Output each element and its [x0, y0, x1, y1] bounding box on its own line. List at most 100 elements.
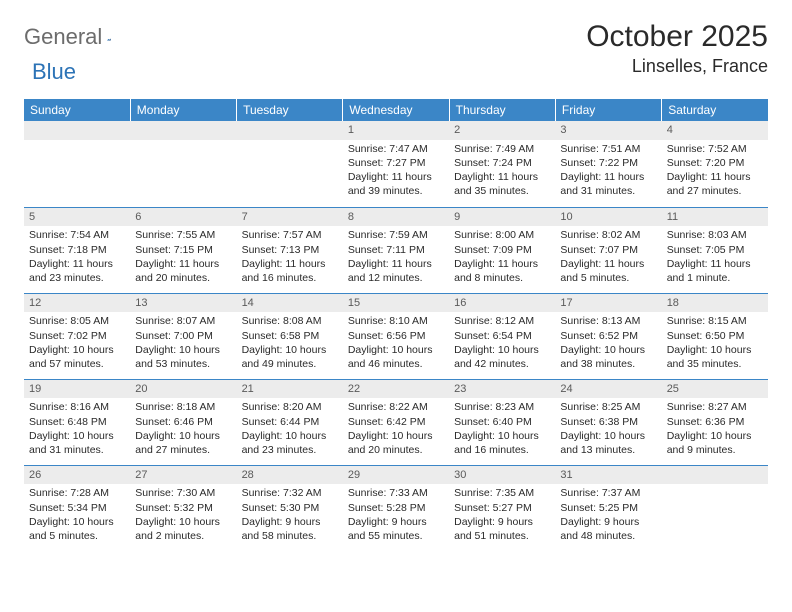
- day-info: Sunrise: 7:33 AMSunset: 5:28 PMDaylight:…: [343, 486, 449, 546]
- daylight-text: Daylight: 10 hours and 49 minutes.: [242, 343, 338, 371]
- sunset-text: Sunset: 7:02 PM: [29, 329, 125, 343]
- calendar-cell: 6Sunrise: 7:55 AMSunset: 7:15 PMDaylight…: [130, 207, 236, 293]
- dayhead-wed: Wednesday: [343, 99, 449, 121]
- dayhead-fri: Friday: [555, 99, 661, 121]
- sunset-text: Sunset: 7:07 PM: [560, 243, 656, 257]
- day-number: 7: [237, 208, 343, 227]
- daylight-text: Daylight: 10 hours and 23 minutes.: [242, 429, 338, 457]
- calendar-cell: 21Sunrise: 8:20 AMSunset: 6:44 PMDayligh…: [237, 379, 343, 465]
- sunset-text: Sunset: 5:28 PM: [348, 501, 444, 515]
- daylight-text: Daylight: 10 hours and 42 minutes.: [454, 343, 550, 371]
- daylight-text: Daylight: 11 hours and 35 minutes.: [454, 170, 550, 198]
- calendar-body: ...1Sunrise: 7:47 AMSunset: 7:27 PMDayli…: [24, 121, 768, 551]
- daylight-text: Daylight: 10 hours and 35 minutes.: [667, 343, 763, 371]
- day-number: 15: [343, 294, 449, 313]
- daylight-text: Daylight: 11 hours and 39 minutes.: [348, 170, 444, 198]
- sunset-text: Sunset: 7:09 PM: [454, 243, 550, 257]
- daylight-text: Daylight: 10 hours and 16 minutes.: [454, 429, 550, 457]
- sunset-text: Sunset: 7:11 PM: [348, 243, 444, 257]
- sunset-text: Sunset: 7:13 PM: [242, 243, 338, 257]
- calendar-row: ...1Sunrise: 7:47 AMSunset: 7:27 PMDayli…: [24, 121, 768, 207]
- daylight-text: Daylight: 10 hours and 27 minutes.: [135, 429, 231, 457]
- daylight-text: Daylight: 11 hours and 5 minutes.: [560, 257, 656, 285]
- day-number: 11: [662, 208, 768, 227]
- calendar-cell: .: [24, 121, 130, 207]
- sunset-text: Sunset: 6:56 PM: [348, 329, 444, 343]
- calendar-cell: 14Sunrise: 8:08 AMSunset: 6:58 PMDayligh…: [237, 293, 343, 379]
- day-number: 4: [662, 121, 768, 140]
- daylight-text: Daylight: 11 hours and 27 minutes.: [667, 170, 763, 198]
- day-number: 27: [130, 466, 236, 485]
- day-number: 5: [24, 208, 130, 227]
- day-info: Sunrise: 7:30 AMSunset: 5:32 PMDaylight:…: [130, 486, 236, 546]
- sunrise-text: Sunrise: 7:33 AM: [348, 486, 444, 500]
- daylight-text: Daylight: 9 hours and 51 minutes.: [454, 515, 550, 543]
- daylight-text: Daylight: 9 hours and 55 minutes.: [348, 515, 444, 543]
- sunrise-text: Sunrise: 8:08 AM: [242, 314, 338, 328]
- title-location: Linselles, France: [586, 56, 768, 77]
- day-info: Sunrise: 8:13 AMSunset: 6:52 PMDaylight:…: [555, 314, 661, 374]
- day-number: 21: [237, 380, 343, 399]
- sunset-text: Sunset: 6:44 PM: [242, 415, 338, 429]
- sunset-text: Sunset: 7:22 PM: [560, 156, 656, 170]
- day-number: 10: [555, 208, 661, 227]
- sunrise-text: Sunrise: 7:51 AM: [560, 142, 656, 156]
- daylight-text: Daylight: 11 hours and 31 minutes.: [560, 170, 656, 198]
- sunset-text: Sunset: 7:00 PM: [135, 329, 231, 343]
- daylight-text: Daylight: 10 hours and 5 minutes.: [29, 515, 125, 543]
- sunrise-text: Sunrise: 8:23 AM: [454, 400, 550, 414]
- sunrise-text: Sunrise: 7:59 AM: [348, 228, 444, 242]
- dayhead-sat: Saturday: [662, 99, 768, 121]
- daylight-text: Daylight: 11 hours and 1 minute.: [667, 257, 763, 285]
- daylight-text: Daylight: 10 hours and 38 minutes.: [560, 343, 656, 371]
- dayhead-tue: Tuesday: [237, 99, 343, 121]
- dayhead-mon: Monday: [130, 99, 236, 121]
- calendar-cell: 13Sunrise: 8:07 AMSunset: 7:00 PMDayligh…: [130, 293, 236, 379]
- sunrise-text: Sunrise: 7:55 AM: [135, 228, 231, 242]
- dayhead-sun: Sunday: [24, 99, 130, 121]
- day-info: Sunrise: 7:35 AMSunset: 5:27 PMDaylight:…: [449, 486, 555, 546]
- calendar-cell: 30Sunrise: 7:35 AMSunset: 5:27 PMDayligh…: [449, 465, 555, 551]
- calendar-cell: 31Sunrise: 7:37 AMSunset: 5:25 PMDayligh…: [555, 465, 661, 551]
- day-info: Sunrise: 7:51 AMSunset: 7:22 PMDaylight:…: [555, 142, 661, 202]
- calendar-cell: 5Sunrise: 7:54 AMSunset: 7:18 PMDaylight…: [24, 207, 130, 293]
- sunrise-text: Sunrise: 8:22 AM: [348, 400, 444, 414]
- daylight-text: Daylight: 9 hours and 48 minutes.: [560, 515, 656, 543]
- day-number: 6: [130, 208, 236, 227]
- calendar-cell: 11Sunrise: 8:03 AMSunset: 7:05 PMDayligh…: [662, 207, 768, 293]
- calendar-cell: 27Sunrise: 7:30 AMSunset: 5:32 PMDayligh…: [130, 465, 236, 551]
- day-info: Sunrise: 8:10 AMSunset: 6:56 PMDaylight:…: [343, 314, 449, 374]
- sunrise-text: Sunrise: 8:18 AM: [135, 400, 231, 414]
- daylight-text: Daylight: 11 hours and 16 minutes.: [242, 257, 338, 285]
- daylight-text: Daylight: 9 hours and 58 minutes.: [242, 515, 338, 543]
- day-info: Sunrise: 7:52 AMSunset: 7:20 PMDaylight:…: [662, 142, 768, 202]
- day-info: Sunrise: 8:16 AMSunset: 6:48 PMDaylight:…: [24, 400, 130, 460]
- day-number: 31: [555, 466, 661, 485]
- daylight-text: Daylight: 11 hours and 20 minutes.: [135, 257, 231, 285]
- sunset-text: Sunset: 7:05 PM: [667, 243, 763, 257]
- calendar-cell: 25Sunrise: 8:27 AMSunset: 6:36 PMDayligh…: [662, 379, 768, 465]
- sunset-text: Sunset: 5:34 PM: [29, 501, 125, 515]
- calendar-cell: .: [130, 121, 236, 207]
- sunrise-text: Sunrise: 8:07 AM: [135, 314, 231, 328]
- calendar-head: Sunday Monday Tuesday Wednesday Thursday…: [24, 99, 768, 121]
- calendar-cell: 3Sunrise: 7:51 AMSunset: 7:22 PMDaylight…: [555, 121, 661, 207]
- sunset-text: Sunset: 5:32 PM: [135, 501, 231, 515]
- sunset-text: Sunset: 5:27 PM: [454, 501, 550, 515]
- calendar-cell: 23Sunrise: 8:23 AMSunset: 6:40 PMDayligh…: [449, 379, 555, 465]
- day-number: 12: [24, 294, 130, 313]
- sunrise-text: Sunrise: 8:03 AM: [667, 228, 763, 242]
- calendar-cell: 24Sunrise: 8:25 AMSunset: 6:38 PMDayligh…: [555, 379, 661, 465]
- calendar-cell: 15Sunrise: 8:10 AMSunset: 6:56 PMDayligh…: [343, 293, 449, 379]
- calendar-cell: 4 Sunrise: 7:52 AMSunset: 7:20 PMDaylight…: [662, 121, 768, 207]
- calendar-cell: 2Sunrise: 7:49 AMSunset: 7:24 PMDaylight…: [449, 121, 555, 207]
- sunset-text: Sunset: 7:15 PM: [135, 243, 231, 257]
- calendar-row: 5Sunrise: 7:54 AMSunset: 7:18 PMDaylight…: [24, 207, 768, 293]
- dayhead-thu: Thursday: [449, 99, 555, 121]
- title-block: October 2025 Linselles, France: [586, 20, 768, 77]
- sunrise-text: Sunrise: 8:02 AM: [560, 228, 656, 242]
- sunset-text: Sunset: 6:46 PM: [135, 415, 231, 429]
- day-info: Sunrise: 7:59 AMSunset: 7:11 PMDaylight:…: [343, 228, 449, 288]
- day-number: 13: [130, 294, 236, 313]
- calendar-cell: 8Sunrise: 7:59 AMSunset: 7:11 PMDaylight…: [343, 207, 449, 293]
